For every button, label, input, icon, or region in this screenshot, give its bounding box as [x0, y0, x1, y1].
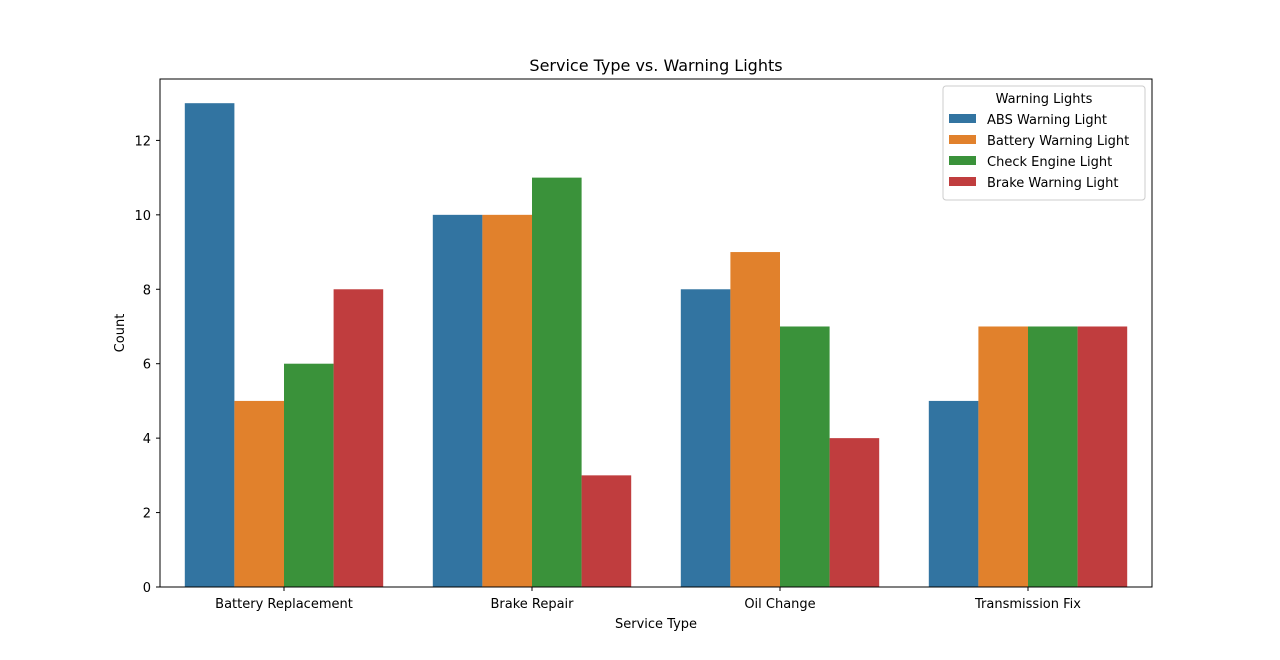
bar-battery-replacement-brake-warning-light — [333, 289, 384, 587]
y-tick-label-10: 10 — [134, 209, 151, 224]
x-tick-label-brake-repair: Brake Repair — [490, 597, 574, 612]
y-tick-label-8: 8 — [143, 283, 151, 298]
legend-label-brake-warning-light: Brake Warning Light — [987, 176, 1118, 191]
legend-label-abs-warning-light: ABS Warning Light — [987, 113, 1107, 128]
plot-area-frame — [159, 78, 1153, 588]
bar-battery-replacement-check-engine-light — [284, 363, 334, 587]
x-tick-label-oil-change: Oil Change — [744, 597, 815, 612]
legend-label-battery-warning-light: Battery Warning Light — [987, 134, 1129, 149]
bar-transmission-fix-abs-warning-light — [928, 400, 979, 587]
legend-label-check-engine-light: Check Engine Light — [987, 155, 1112, 170]
legend: Warning Lights ABS Warning Light Battery … — [942, 85, 1146, 201]
x-tick-label-battery-replacement: Battery Replacement — [215, 597, 353, 612]
bar-transmission-fix-check-engine-light — [1028, 326, 1078, 587]
y-tick-label-0: 0 — [143, 581, 151, 596]
x-axis-label: Service Type — [615, 617, 697, 632]
bar-oil-change-check-engine-light — [780, 326, 830, 587]
bar-brake-repair-abs-warning-light — [432, 214, 483, 588]
x-tick-label-transmission-fix: Transmission Fix — [974, 597, 1081, 612]
y-tick-label-12: 12 — [134, 134, 151, 149]
y-tick-label-4: 4 — [143, 432, 151, 447]
legend-box — [942, 85, 1146, 201]
ticks-layer: Battery Replacement Brake Repair Oil Chang… — [134, 134, 1081, 612]
bar-battery-replacement-abs-warning-light — [184, 103, 235, 587]
legend-swatch-abs-warning-light — [949, 114, 976, 123]
bars-layer — [184, 103, 1128, 588]
chart-title: Service Type vs. Warning Lights — [529, 56, 782, 75]
bar-battery-replacement-battery-warning-light — [234, 400, 284, 587]
y-tick-label-6: 6 — [143, 358, 151, 373]
bar-transmission-fix-battery-warning-light — [978, 326, 1028, 587]
y-tick-label-2: 2 — [143, 507, 151, 522]
legend-title: Warning Lights — [996, 92, 1093, 107]
bar-brake-repair-check-engine-light — [532, 177, 582, 587]
legend-swatch-brake-warning-light — [949, 177, 976, 186]
bar-oil-change-abs-warning-light — [680, 289, 731, 587]
bar-brake-repair-battery-warning-light — [482, 214, 532, 588]
legend-swatch-battery-warning-light — [949, 135, 976, 144]
bar-oil-change-brake-warning-light — [829, 438, 880, 587]
bar-oil-change-battery-warning-light — [730, 252, 780, 588]
bar-transmission-fix-brake-warning-light — [1077, 326, 1128, 587]
bar-brake-repair-brake-warning-light — [581, 475, 632, 587]
y-axis-label: Count — [113, 314, 128, 353]
legend-swatch-check-engine-light — [949, 156, 976, 165]
